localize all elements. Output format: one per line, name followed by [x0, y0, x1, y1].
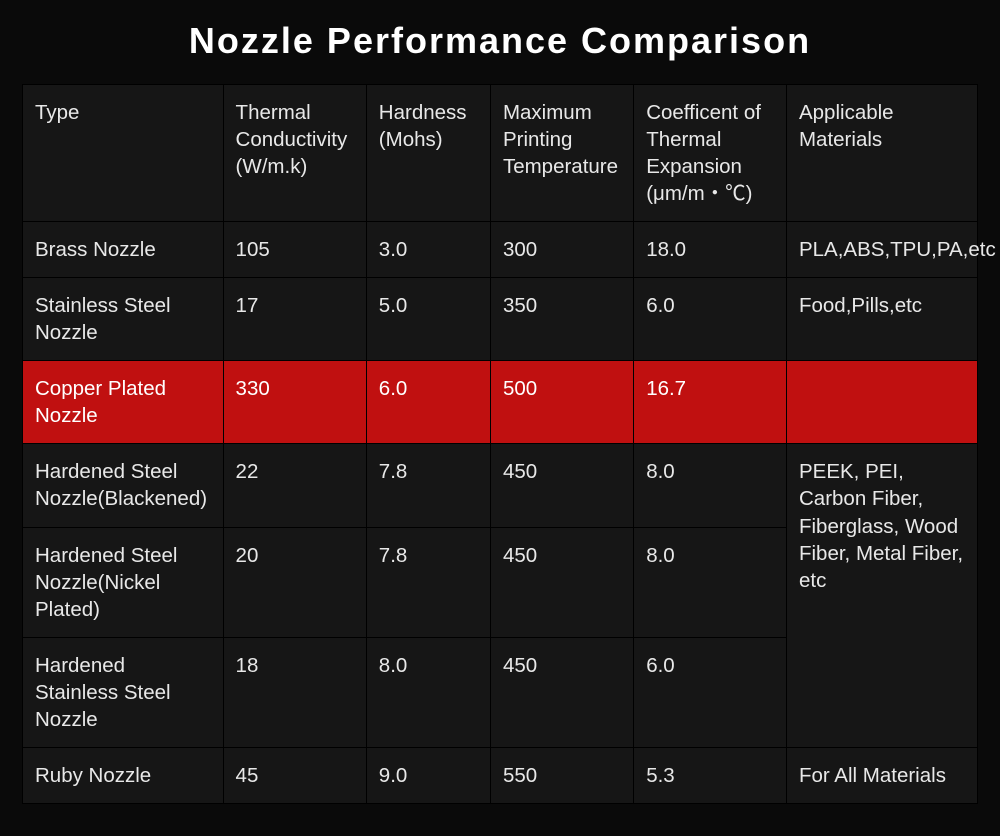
cell-maxtemp: 500	[490, 361, 633, 444]
cell-type: Ruby Nozzle	[23, 747, 224, 803]
comparison-table: Type Thermal Conductivity (W/m.k) Hardne…	[22, 84, 978, 804]
cell-hardness: 6.0	[366, 361, 490, 444]
cell-type: Brass Nozzle	[23, 222, 224, 278]
cell-material: PEEK, PEI, Carbon Fiber, Fiberglass, Woo…	[786, 444, 977, 747]
cell-maxtemp: 450	[490, 527, 633, 637]
table-header-row: Type Thermal Conductivity (W/m.k) Hardne…	[23, 85, 978, 222]
cell-coef: 5.3	[634, 747, 787, 803]
cell-hardness: 7.8	[366, 527, 490, 637]
table-row: Ruby Nozzle459.05505.3For All Materials	[23, 747, 978, 803]
col-type: Type	[23, 85, 224, 222]
page-title: Nozzle Performance Comparison	[22, 20, 978, 62]
table-row: Hardened Steel Nozzle(Blackened)227.8450…	[23, 444, 978, 527]
cell-hardness: 5.0	[366, 278, 490, 361]
cell-hardness: 7.8	[366, 444, 490, 527]
cell-maxtemp: 450	[490, 444, 633, 527]
cell-thermal: 20	[223, 527, 366, 637]
cell-type: Copper Plated Nozzle	[23, 361, 224, 444]
col-material: Applicable Materials	[786, 85, 977, 222]
col-hardness: Hardness (Mohs)	[366, 85, 490, 222]
cell-hardness: 9.0	[366, 747, 490, 803]
col-thermal: Thermal Conductivity (W/m.k)	[223, 85, 366, 222]
cell-type: Hardened Steel Nozzle(Blackened)	[23, 444, 224, 527]
cell-coef: 8.0	[634, 527, 787, 637]
cell-thermal: 330	[223, 361, 366, 444]
cell-type: Hardened Stainless Steel Nozzle	[23, 637, 224, 747]
col-coef: Coefficent of Thermal Expansion (μm/m・℃)	[634, 85, 787, 222]
cell-thermal: 45	[223, 747, 366, 803]
cell-thermal: 22	[223, 444, 366, 527]
col-maxtemp: Maximum Printing Temperature	[490, 85, 633, 222]
cell-hardness: 3.0	[366, 222, 490, 278]
cell-type: Hardened Steel Nozzle(Nickel Plated)	[23, 527, 224, 637]
cell-material: PLA,ABS,TPU,PA,etc	[786, 222, 977, 278]
cell-coef: 8.0	[634, 444, 787, 527]
cell-coef: 16.7	[634, 361, 787, 444]
table-row: Stainless Steel Nozzle175.03506.0Food,Pi…	[23, 278, 978, 361]
cell-material	[786, 361, 977, 444]
cell-thermal: 18	[223, 637, 366, 747]
cell-maxtemp: 350	[490, 278, 633, 361]
cell-coef: 6.0	[634, 278, 787, 361]
table-row: Copper Plated Nozzle3306.050016.7	[23, 361, 978, 444]
cell-maxtemp: 550	[490, 747, 633, 803]
cell-thermal: 17	[223, 278, 366, 361]
cell-hardness: 8.0	[366, 637, 490, 747]
cell-thermal: 105	[223, 222, 366, 278]
cell-material: For All Materials	[786, 747, 977, 803]
cell-coef: 6.0	[634, 637, 787, 747]
cell-material: Food,Pills,etc	[786, 278, 977, 361]
cell-coef: 18.0	[634, 222, 787, 278]
table-row: Brass Nozzle1053.030018.0PLA,ABS,TPU,PA,…	[23, 222, 978, 278]
cell-maxtemp: 300	[490, 222, 633, 278]
cell-type: Stainless Steel Nozzle	[23, 278, 224, 361]
cell-maxtemp: 450	[490, 637, 633, 747]
